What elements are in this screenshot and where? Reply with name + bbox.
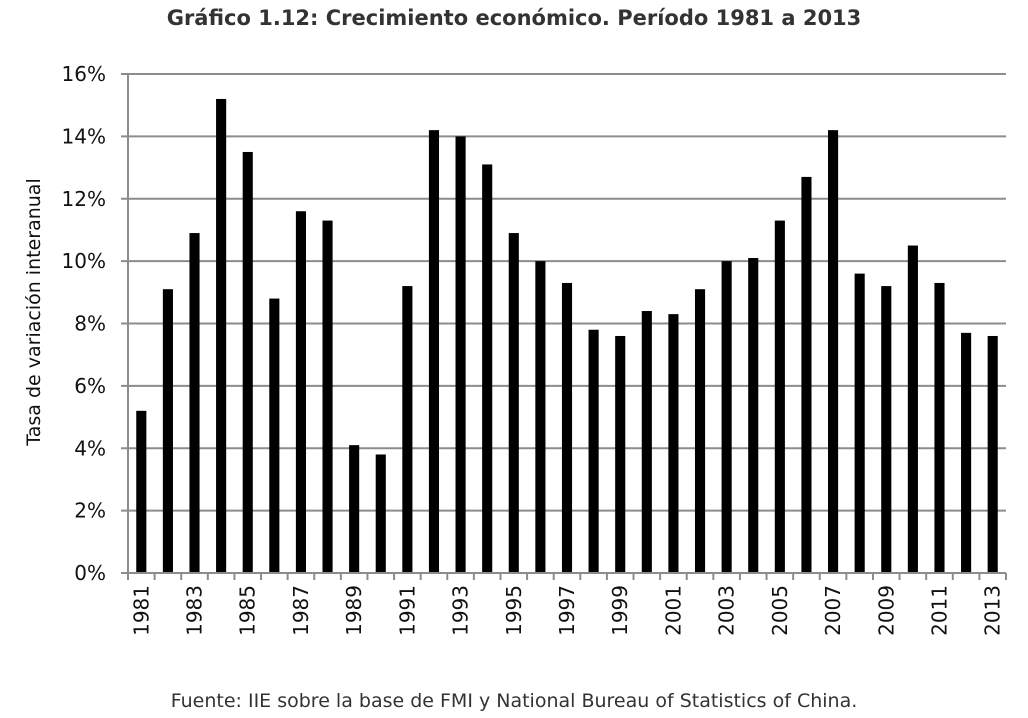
- x-tick-label: 1995: [502, 585, 526, 636]
- bar-2005: [774, 220, 785, 574]
- x-tick-label: 1983: [183, 585, 207, 636]
- y-tick-label: 4%: [74, 436, 106, 460]
- bar-2010: [907, 245, 918, 573]
- x-tick-label: 2001: [661, 585, 685, 636]
- bar-2012: [961, 332, 972, 573]
- y-tick-label: 16%: [62, 62, 106, 86]
- bar-1986: [269, 298, 280, 573]
- x-tick-label: 1991: [395, 585, 419, 636]
- x-tick-label: 1981: [129, 585, 153, 636]
- y-tick-label: 14%: [62, 124, 106, 148]
- bar-1987: [295, 211, 306, 573]
- x-tick-labels: 1981 1983 1985 1987 1989 1991 1993 1995 1997 1999…: [129, 585, 1004, 636]
- bar-2007: [828, 130, 839, 573]
- bar-2011: [934, 282, 945, 573]
- bar-1998: [588, 329, 599, 573]
- y-tick-label: 0%: [74, 561, 106, 585]
- bar-1994: [482, 164, 493, 573]
- bars: [136, 98, 998, 574]
- source-note: Fuente: IIE sobre la base de FMI y Natio…: [170, 690, 858, 712]
- bar-1991: [402, 286, 413, 573]
- bar-1981: [136, 410, 147, 573]
- bar-1993: [455, 136, 466, 573]
- bar-1982: [162, 289, 173, 573]
- x-tick-label: 1987: [289, 585, 313, 636]
- x-tick-label: 2011: [927, 585, 951, 636]
- bar-2000: [641, 311, 652, 573]
- bar-1997: [561, 282, 573, 573]
- bar-2013: [987, 335, 998, 573]
- axes: [121, 73, 1007, 580]
- bar-2003: [721, 261, 732, 573]
- bar-1996: [535, 261, 546, 573]
- y-tick-labels: 0% 2% 4% 6% 8% 10% 12% 14% 16%: [62, 62, 106, 585]
- x-tick-label: 2005: [768, 585, 792, 636]
- y-tick-label: 8%: [74, 312, 106, 336]
- x-tick-label: 1985: [236, 585, 260, 636]
- x-tick-label: 2013: [981, 585, 1005, 636]
- x-tick-label: 1989: [342, 585, 366, 636]
- bar-1983: [189, 233, 200, 573]
- bar-1989: [349, 445, 360, 573]
- bar-1984: [216, 98, 227, 573]
- bar-1995: [508, 233, 519, 573]
- bar-1992: [428, 130, 440, 573]
- x-tick-label: 2009: [874, 585, 898, 636]
- bar-2008: [854, 273, 865, 573]
- bar-1985: [242, 151, 253, 573]
- y-tick-label: 10%: [62, 249, 106, 273]
- y-tick-label: 2%: [74, 499, 106, 523]
- bar-2004: [748, 258, 759, 573]
- y-tick-label: 12%: [62, 187, 106, 211]
- y-axis-title: Tasa de variación interanual: [23, 178, 45, 446]
- bar-1999: [615, 335, 626, 573]
- bar-2001: [668, 314, 679, 573]
- x-tick-label: 2003: [715, 585, 739, 636]
- bar-2009: [881, 286, 892, 573]
- x-tick-label: 2007: [821, 585, 845, 636]
- bar-2006: [801, 176, 812, 573]
- x-tick-label: 1997: [555, 585, 579, 636]
- bar-1990: [375, 454, 386, 573]
- y-tick-label: 6%: [74, 374, 106, 398]
- x-tick-label: 1999: [608, 585, 632, 636]
- bar-1988: [322, 220, 333, 574]
- chart-title: Gráfico 1.12: Crecimiento económico. Per…: [166, 6, 862, 30]
- x-tick-label: 1993: [449, 585, 473, 636]
- bar-2002: [694, 289, 706, 573]
